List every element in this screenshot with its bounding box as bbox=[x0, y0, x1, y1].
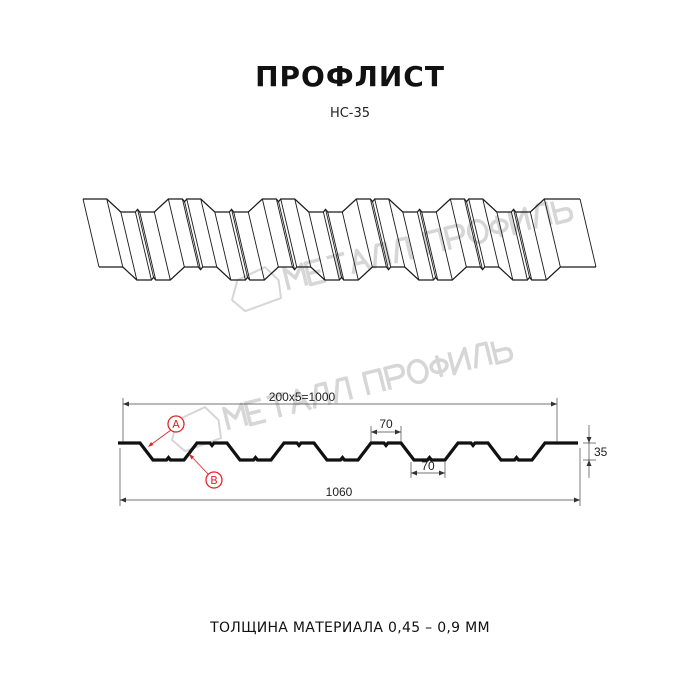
sheet-fold-line bbox=[231, 209, 249, 278]
sheet-fold-line bbox=[421, 211, 439, 281]
sheet-fold-line bbox=[374, 198, 392, 268]
sheet-fold-line bbox=[529, 211, 547, 281]
sheet-front-edge bbox=[99, 266, 597, 281]
sheet-fold-line bbox=[341, 211, 359, 281]
sheet-fold-line bbox=[247, 211, 265, 281]
sheet-fold-line bbox=[369, 198, 387, 268]
sheet-fold-line bbox=[449, 198, 467, 268]
sheet-fold-line bbox=[416, 211, 434, 281]
sheet-fold-line bbox=[327, 211, 345, 281]
sheet-fold-line bbox=[402, 211, 420, 281]
sheet-fold-line bbox=[184, 201, 202, 270]
sheet-fold-line bbox=[200, 198, 218, 268]
sheet-fold-line bbox=[280, 198, 298, 268]
sheet-fold-line bbox=[275, 198, 293, 268]
sheet-fold-line bbox=[482, 198, 500, 268]
sheet-fold-line bbox=[543, 198, 561, 268]
total-width-label: 1060 bbox=[326, 485, 353, 499]
callout-a-label: A bbox=[172, 418, 180, 431]
top-width-label: 70 bbox=[379, 417, 393, 431]
sheet-fold-line bbox=[82, 198, 100, 268]
sheet-fold-line bbox=[181, 198, 199, 268]
callout-b-label: B bbox=[210, 474, 218, 487]
sheet-fold-line bbox=[388, 198, 406, 268]
height-label: 35 bbox=[594, 445, 608, 459]
sheet-fold-line bbox=[419, 209, 437, 278]
sheet-fold-line bbox=[355, 198, 373, 268]
sheet-fold-line bbox=[167, 198, 185, 268]
sheet-fold-line bbox=[153, 211, 171, 281]
sheet-fold-line bbox=[468, 198, 486, 268]
sheet-fold-line bbox=[510, 211, 528, 281]
section-drawing: 200x5=1000 70 70 35 1060 A B bbox=[118, 390, 608, 506]
sheet-fold-line bbox=[278, 201, 296, 270]
sheet-fold-line bbox=[261, 198, 279, 268]
sheet-fold-line bbox=[372, 201, 390, 270]
profile-cross-section bbox=[118, 441, 578, 462]
sheet-fold-line bbox=[325, 209, 343, 278]
profile-model: НС-35 bbox=[329, 106, 371, 121]
material-thickness: ТОЛЩИНА МАТЕРИАЛА 0,45 – 0,9 ММ bbox=[210, 620, 490, 636]
sheet-fold-line bbox=[579, 198, 597, 268]
bottom-width-label: 70 bbox=[421, 459, 435, 473]
sheet-fold-line bbox=[463, 198, 481, 268]
sheet-fold-line bbox=[496, 211, 514, 281]
profile-3d-view bbox=[82, 198, 597, 281]
sheet-fold-line bbox=[515, 211, 533, 281]
sheet-fold-line bbox=[233, 211, 251, 281]
sheet-fold-line bbox=[513, 209, 531, 278]
sheet-fold-line bbox=[228, 211, 246, 281]
sheet-fold-line bbox=[466, 201, 484, 270]
sheet-fold-line bbox=[139, 211, 157, 281]
sheet-fold-line bbox=[106, 198, 124, 268]
callout-b: B bbox=[189, 454, 223, 489]
page-title: ПРОФЛИСТ bbox=[255, 60, 445, 93]
pitch-label: 200x5=1000 bbox=[269, 390, 336, 404]
sheet-fold-line bbox=[137, 209, 155, 278]
callout-a: A bbox=[148, 415, 185, 447]
sheet-fold-line bbox=[120, 211, 138, 281]
sheet-fold-line bbox=[134, 211, 152, 281]
sheet-back-edge bbox=[83, 198, 581, 213]
sheet-fold-line bbox=[186, 198, 204, 268]
watermark-logo-bottom bbox=[171, 341, 514, 453]
sheet-fold-line bbox=[214, 211, 232, 281]
sheet-fold-line bbox=[322, 211, 340, 281]
sheet-fold-line bbox=[435, 211, 453, 281]
sheet-fold-line bbox=[294, 198, 312, 268]
sheet-fold-line bbox=[308, 211, 326, 281]
